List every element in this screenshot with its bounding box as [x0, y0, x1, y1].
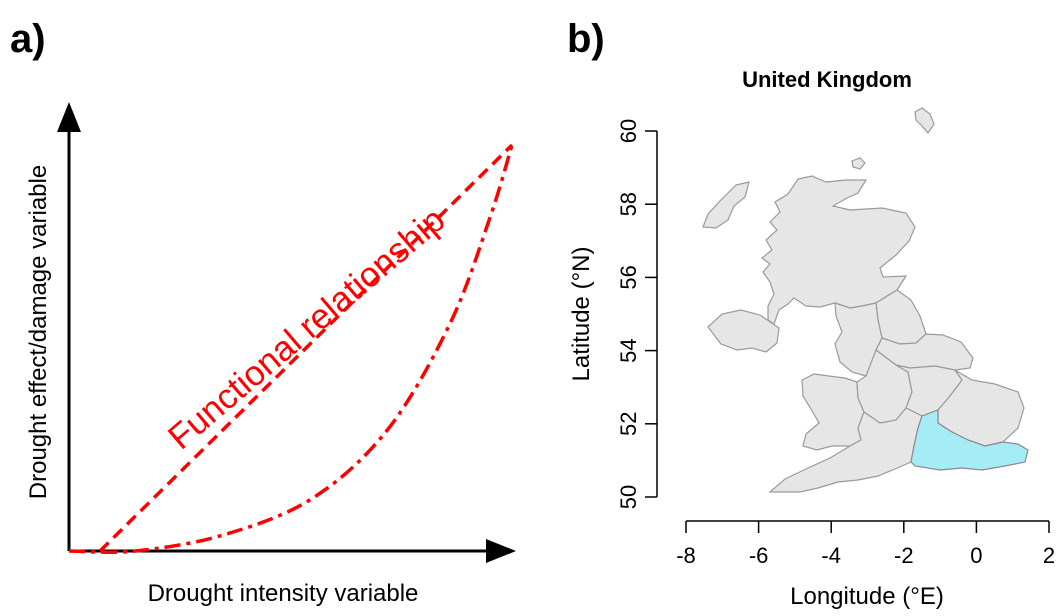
- latitude-ticks: 50 52 54 56 58 60: [616, 119, 657, 509]
- longitude-tick-label: -8: [676, 543, 696, 568]
- longitude-tick-label: -6: [749, 543, 769, 568]
- longitude-ticks: -8 -6 -4 -2 0 2: [676, 521, 1055, 568]
- latitude-axis-label: Latitude (°N): [568, 247, 595, 382]
- x-axis-arrowhead: [486, 539, 516, 563]
- region-south-east-highlighted: [910, 409, 1029, 471]
- latitude-tick-label: 52: [616, 412, 641, 436]
- longitude-tick-label: -2: [894, 543, 914, 568]
- latitude-tick-label: 54: [616, 338, 641, 362]
- longitude-axis-label: Longitude (°E): [790, 583, 944, 610]
- region-south-west: [768, 407, 923, 493]
- region-wales: [801, 373, 865, 451]
- x-axis-label-a: Drought intensity variable: [148, 580, 419, 607]
- panel-b-label: b): [567, 17, 605, 61]
- curve-annotation: Functional relationship: [161, 200, 453, 457]
- longitude-tick-label: -4: [821, 543, 841, 568]
- map-title: United Kingdom: [742, 67, 912, 92]
- shetland-islands: [914, 107, 935, 134]
- orkney-islands: [851, 157, 866, 170]
- longitude-tick-label: 2: [1043, 543, 1055, 568]
- latitude-tick-label: 56: [616, 265, 641, 289]
- outer-hebrides: [702, 181, 750, 229]
- latitude-tick-label: 50: [616, 485, 641, 509]
- latitude-tick-label: 58: [616, 192, 641, 216]
- region-north-east: [875, 289, 927, 345]
- longitude-tick-label: 0: [970, 543, 982, 568]
- y-axis-arrowhead: [57, 102, 81, 132]
- uk-map: [702, 107, 1029, 493]
- region-northern-ireland: [707, 309, 780, 353]
- y-axis-label-a: Drought effect/damage variable: [25, 165, 52, 499]
- panel-a-chart: Functional relationship Drought intensit…: [25, 102, 516, 607]
- panel-b-map: United Kingdom: [568, 67, 1055, 610]
- series-dashed-line: [98, 143, 514, 553]
- panel-a-label: a): [10, 17, 46, 61]
- series-dashdot-line: [68, 144, 514, 554]
- latitude-tick-label: 60: [616, 119, 641, 143]
